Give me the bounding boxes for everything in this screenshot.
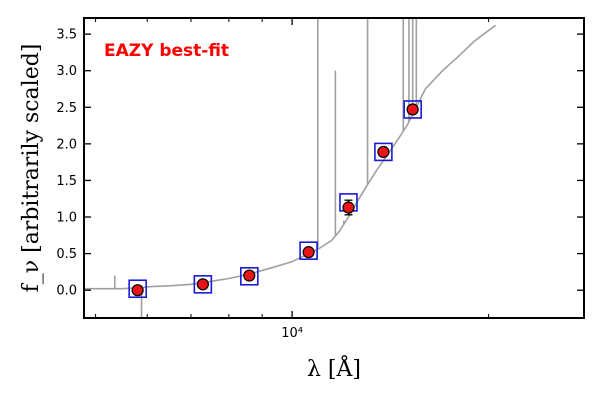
model-photometry-box bbox=[128, 279, 147, 299]
y-tick-label: 0.5 bbox=[56, 247, 77, 262]
plot-content bbox=[84, 18, 497, 318]
y-tick-label: 3.5 bbox=[56, 28, 77, 43]
model-photometry-box bbox=[240, 266, 259, 286]
model-photometry-box bbox=[299, 241, 318, 260]
observed-photometry-point bbox=[342, 201, 355, 214]
chart-annotation: EAZY best-fit bbox=[104, 41, 229, 61]
y-tick-label: 3.0 bbox=[56, 64, 77, 79]
y-tick-label: 1.0 bbox=[56, 211, 77, 226]
clipped-layer bbox=[84, 18, 497, 318]
y-tick-label: 2.5 bbox=[56, 101, 77, 116]
observed-photometry-point bbox=[243, 269, 256, 282]
observed-photometry-point bbox=[302, 246, 315, 259]
observed-photometry-point bbox=[377, 145, 390, 159]
y-tick-label: 0.0 bbox=[56, 284, 77, 299]
observed-photometry-point bbox=[131, 284, 144, 297]
plot-frame bbox=[83, 17, 585, 319]
axis-ticks: 0.0 0.5 1.0 1.5 2.0 2.5 3.0 3.5 10⁴ bbox=[56, 18, 584, 341]
model-photometry-box bbox=[403, 100, 422, 119]
template-line bbox=[84, 24, 497, 290]
x-axis-label: λ [Å] bbox=[307, 354, 361, 382]
y-tick-label: 2.0 bbox=[56, 137, 77, 152]
observed-photometry-point bbox=[196, 278, 209, 291]
y-tick-label: 1.5 bbox=[56, 174, 77, 189]
observed-photometry-point bbox=[406, 103, 419, 116]
model-photometry-box bbox=[374, 142, 393, 162]
y-axis-label: f_ν [arbitrarily scaled] bbox=[19, 44, 44, 293]
model-photometry-box bbox=[193, 275, 213, 294]
x-tick-label: 10⁴ bbox=[281, 326, 303, 341]
